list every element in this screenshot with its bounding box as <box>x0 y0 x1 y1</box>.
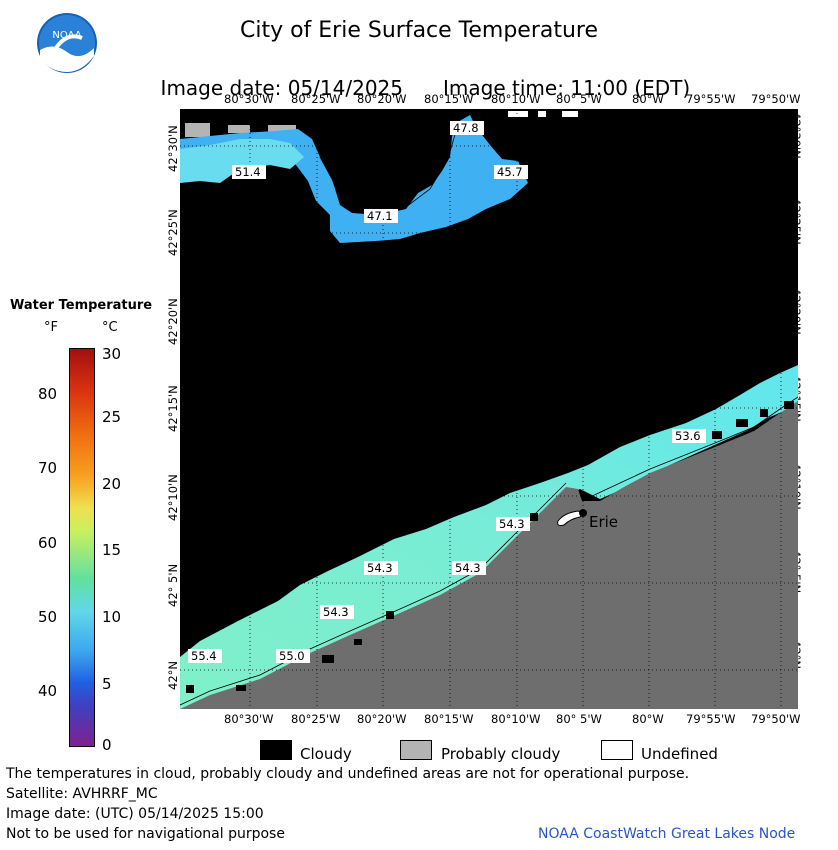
lon-tick: 80°25'W <box>291 712 341 726</box>
legend-label-undefined: Undefined <box>641 745 718 763</box>
scale-c-value: 0 <box>102 736 112 754</box>
image-datetime: Image date: 05/14/2025 Image time: 11:00 … <box>0 52 838 100</box>
lon-tick: 80° 5'W <box>556 92 602 106</box>
lon-tick: 79°50'W <box>751 712 801 726</box>
scale-f-value: 80 <box>38 385 58 403</box>
temp-label: 54.3 <box>367 561 393 575</box>
lon-tick: 80°30'W <box>224 712 274 726</box>
lon-tick: 80°30'W <box>224 92 274 106</box>
scale-c-value: 15 <box>102 541 122 559</box>
lat-tick: 42°25'N <box>166 209 180 256</box>
temp-label: 54.3 <box>323 605 349 619</box>
lat-tick: 42°N <box>166 661 180 690</box>
temp-label: 45.7 <box>497 165 523 179</box>
map-title: City of Erie Surface Temperature <box>239 18 599 43</box>
undefined-area <box>508 111 578 117</box>
color-scale-bar <box>69 348 95 747</box>
lon-tick: 79°55'W <box>686 92 736 106</box>
legend-label-cloudy: Cloudy <box>300 745 352 763</box>
scale-c-value: 5 <box>102 675 112 693</box>
image-date: Image date: 05/14/2025 <box>160 76 404 100</box>
lon-tick: 80°25'W <box>291 92 341 106</box>
scale-c-value: 10 <box>102 608 122 626</box>
legend-label-probably-cloudy: Probably cloudy <box>441 745 561 763</box>
shore-cloud-pixels <box>186 401 794 693</box>
map-panel: 47.8 51.4 45.7 47.1 53.6 54.3 54.3 54.3 … <box>180 109 798 709</box>
scale-c-value: 30 <box>102 345 122 363</box>
coastwatch-node-link[interactable]: NOAA CoastWatch Great Lakes Node <box>538 826 796 842</box>
lon-tick: 80°15'W <box>424 712 474 726</box>
temp-label: 54.3 <box>455 561 481 575</box>
south-water <box>180 365 798 709</box>
scale-f-value: 60 <box>38 534 58 552</box>
image-time: Image time: 11:00 (EDT) <box>443 76 691 100</box>
lon-tick: 80° 5'W <box>556 712 602 726</box>
legend-swatch-probably-cloudy <box>400 740 432 760</box>
lat-tick: 42°15'N <box>166 385 180 432</box>
scale-title: Water Temperature <box>10 298 153 313</box>
land-area <box>180 401 798 709</box>
temp-label: 55.0 <box>279 649 305 663</box>
lon-tick: 80°10'W <box>491 712 541 726</box>
lon-tick: 80°20'W <box>357 712 407 726</box>
scale-unit-f: °F <box>44 320 58 335</box>
svg-text:NOAA: NOAA <box>52 30 81 41</box>
lon-tick: 80°W <box>632 712 664 726</box>
temp-label: 54.3 <box>499 517 525 531</box>
presque-isle <box>557 510 583 526</box>
temp-labels: 47.8 51.4 45.7 47.1 53.6 54.3 54.3 54.3 … <box>188 121 706 663</box>
footer-satellite: Satellite: AVHRRF_MC <box>6 786 158 802</box>
scale-f-value: 40 <box>38 682 58 700</box>
lat-tick: 42°30'N <box>166 125 180 172</box>
lon-tick: 80°20'W <box>357 92 407 106</box>
lat-tick: 42°20'N <box>166 298 180 345</box>
footer-navigation-notice: Not to be used for navigational purpose <box>6 826 285 842</box>
lon-tick: 79°50'W <box>751 92 801 106</box>
contour-line <box>589 396 798 498</box>
lon-tick: 80°15'W <box>424 92 474 106</box>
lon-tick: 79°55'W <box>686 712 736 726</box>
scale-f-value: 70 <box>38 459 58 477</box>
legend-swatch-undefined <box>601 740 633 760</box>
noaa-logo: NOAA <box>36 12 98 74</box>
scale-c-value: 20 <box>102 475 122 493</box>
lon-tick: 80°W <box>632 92 664 106</box>
lat-tick: 42° 5'N <box>166 563 180 607</box>
temp-label: 55.4 <box>191 649 217 663</box>
city-label-erie: Erie <box>589 513 618 531</box>
temp-label: 53.6 <box>675 429 701 443</box>
scale-f-value: 50 <box>38 608 58 626</box>
scale-unit-c: °C <box>102 320 118 335</box>
graticule <box>180 109 798 709</box>
temp-label: 47.8 <box>453 121 479 135</box>
lat-tick: 42°10'N <box>166 474 180 521</box>
footer-utc-date: Image date: (UTC) 05/14/2025 15:00 <box>6 806 264 822</box>
temp-label: 47.1 <box>367 209 393 223</box>
north-water-warm <box>180 139 304 183</box>
lon-tick: 80°10'W <box>491 92 541 106</box>
temp-label: 51.4 <box>235 165 261 179</box>
footer-disclaimer: The temperatures in cloud, probably clou… <box>6 766 690 782</box>
legend-swatch-cloudy <box>260 740 292 760</box>
scale-c-value: 25 <box>102 408 122 426</box>
